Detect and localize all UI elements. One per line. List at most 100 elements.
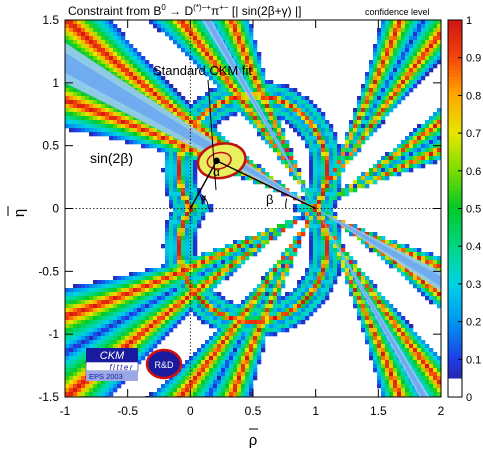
- heatmap-cell: [77, 108, 82, 113]
- heatmap-cell: [65, 336, 70, 341]
- heatmap-cell: [313, 144, 318, 149]
- heatmap-cell: [385, 348, 390, 353]
- heatmap-cell: [381, 60, 386, 65]
- heatmap-cell: [373, 64, 378, 69]
- heatmap-cell: [257, 132, 262, 137]
- heatmap-cell: [177, 160, 182, 165]
- heatmap-cell: [369, 124, 374, 129]
- heatmap-cell: [377, 88, 382, 93]
- heatmap-cell: [137, 56, 142, 61]
- heatmap-cell: [253, 56, 258, 61]
- heatmap-cell: [217, 356, 222, 361]
- heatmap-cell: [197, 316, 202, 321]
- heatmap-cell: [205, 368, 210, 373]
- heatmap-cell: [405, 336, 410, 341]
- heatmap-cell: [289, 296, 294, 301]
- heatmap-cell: [333, 264, 338, 269]
- heatmap-cell: [141, 84, 146, 89]
- heatmap-cell: [437, 264, 441, 269]
- heatmap-cell: [173, 180, 178, 185]
- heatmap-cell: [273, 312, 278, 317]
- heatmap-cell: [221, 248, 226, 253]
- heatmap-cell: [377, 176, 382, 181]
- heatmap-cell: [65, 124, 70, 129]
- heatmap-cell: [389, 168, 394, 173]
- heatmap-cell: [101, 380, 106, 385]
- heatmap-cell: [257, 244, 262, 249]
- heatmap-cell: [81, 332, 86, 337]
- heatmap-cell: [205, 100, 210, 105]
- heatmap-cell: [245, 160, 250, 165]
- heatmap-cell: [225, 76, 230, 81]
- heatmap-cell: [285, 304, 290, 309]
- heatmap-cell: [105, 332, 110, 337]
- heatmap-cell: [225, 304, 230, 309]
- heatmap-cell: [401, 48, 406, 53]
- heatmap-cell: [89, 324, 94, 329]
- heatmap-cell: [177, 260, 182, 265]
- heatmap-cell: [417, 60, 422, 65]
- heatmap-cell: [77, 364, 82, 369]
- heatmap-cell: [381, 64, 386, 69]
- heatmap-cell: [185, 168, 190, 173]
- heatmap-cell: [389, 352, 394, 357]
- heatmap-cell: [65, 324, 70, 329]
- heatmap-cell: [121, 116, 126, 121]
- heatmap-cell: [141, 284, 146, 289]
- heatmap-cell: [309, 276, 314, 281]
- heatmap-cell: [361, 108, 366, 113]
- heatmap-cell: [337, 272, 342, 277]
- heatmap-cell: [269, 120, 274, 125]
- heatmap-cell: [85, 28, 90, 33]
- heatmap-cell: [137, 120, 142, 125]
- heatmap-cell: [333, 252, 338, 257]
- heatmap-cell: [409, 344, 414, 349]
- heatmap-cell: [353, 292, 358, 297]
- heatmap-cell: [289, 292, 294, 297]
- heatmap-cell: [205, 264, 210, 269]
- heatmap-cell: [373, 68, 378, 73]
- heatmap-cell: [241, 392, 246, 397]
- heatmap-cell: [157, 76, 162, 81]
- heatmap-cell: [141, 56, 146, 61]
- heatmap-cell: [173, 228, 178, 233]
- heatmap-cell: [205, 272, 210, 277]
- heatmap-cell: [157, 392, 162, 397]
- heatmap-cell: [209, 344, 214, 349]
- heatmap-cell: [321, 256, 326, 261]
- heatmap-cell: [381, 164, 386, 169]
- heatmap-cell: [349, 232, 354, 237]
- heatmap-cell: [189, 172, 194, 177]
- heatmap-cell: [197, 192, 202, 197]
- heatmap-cell: [165, 236, 170, 241]
- heatmap-cell: [317, 116, 322, 121]
- heatmap-cell: [185, 380, 190, 385]
- heatmap-cell: [173, 96, 178, 101]
- heatmap-cell: [437, 376, 441, 381]
- heatmap-cell: [221, 84, 226, 89]
- heatmap-cell: [253, 336, 258, 341]
- heatmap-cell: [249, 340, 254, 345]
- heatmap-cell: [389, 264, 394, 269]
- heatmap-cell: [137, 316, 142, 321]
- heatmap-cell: [325, 216, 330, 221]
- heatmap-cell: [169, 312, 174, 317]
- heatmap-cell: [317, 160, 322, 165]
- heatmap-cell: [381, 356, 386, 361]
- heatmap-cell: [201, 200, 206, 205]
- heatmap-cell: [97, 124, 102, 129]
- heatmap-cell: [117, 68, 122, 73]
- heatmap-cell: [189, 20, 194, 25]
- heatmap-cell: [305, 224, 310, 229]
- heatmap-cell: [297, 236, 302, 241]
- heatmap-cell: [193, 280, 198, 285]
- heatmap-cell: [89, 296, 94, 301]
- heatmap-cell: [413, 368, 418, 373]
- heatmap-cell: [233, 96, 238, 101]
- heatmap-cell: [265, 304, 270, 309]
- heatmap-cell: [209, 296, 214, 301]
- heatmap-cell: [133, 128, 138, 133]
- heatmap-cell: [437, 56, 441, 61]
- heatmap-cell: [393, 24, 398, 29]
- heatmap-cell: [221, 308, 226, 313]
